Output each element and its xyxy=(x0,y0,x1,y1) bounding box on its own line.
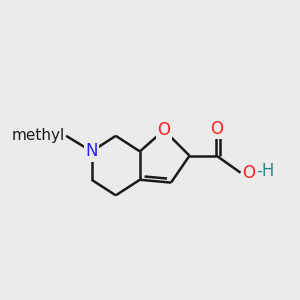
Text: methyl: methyl xyxy=(11,128,65,143)
Text: O: O xyxy=(242,164,255,182)
Text: -H: -H xyxy=(256,162,274,180)
Text: O: O xyxy=(158,121,170,139)
Text: N: N xyxy=(85,142,98,160)
Text: O: O xyxy=(210,120,223,138)
